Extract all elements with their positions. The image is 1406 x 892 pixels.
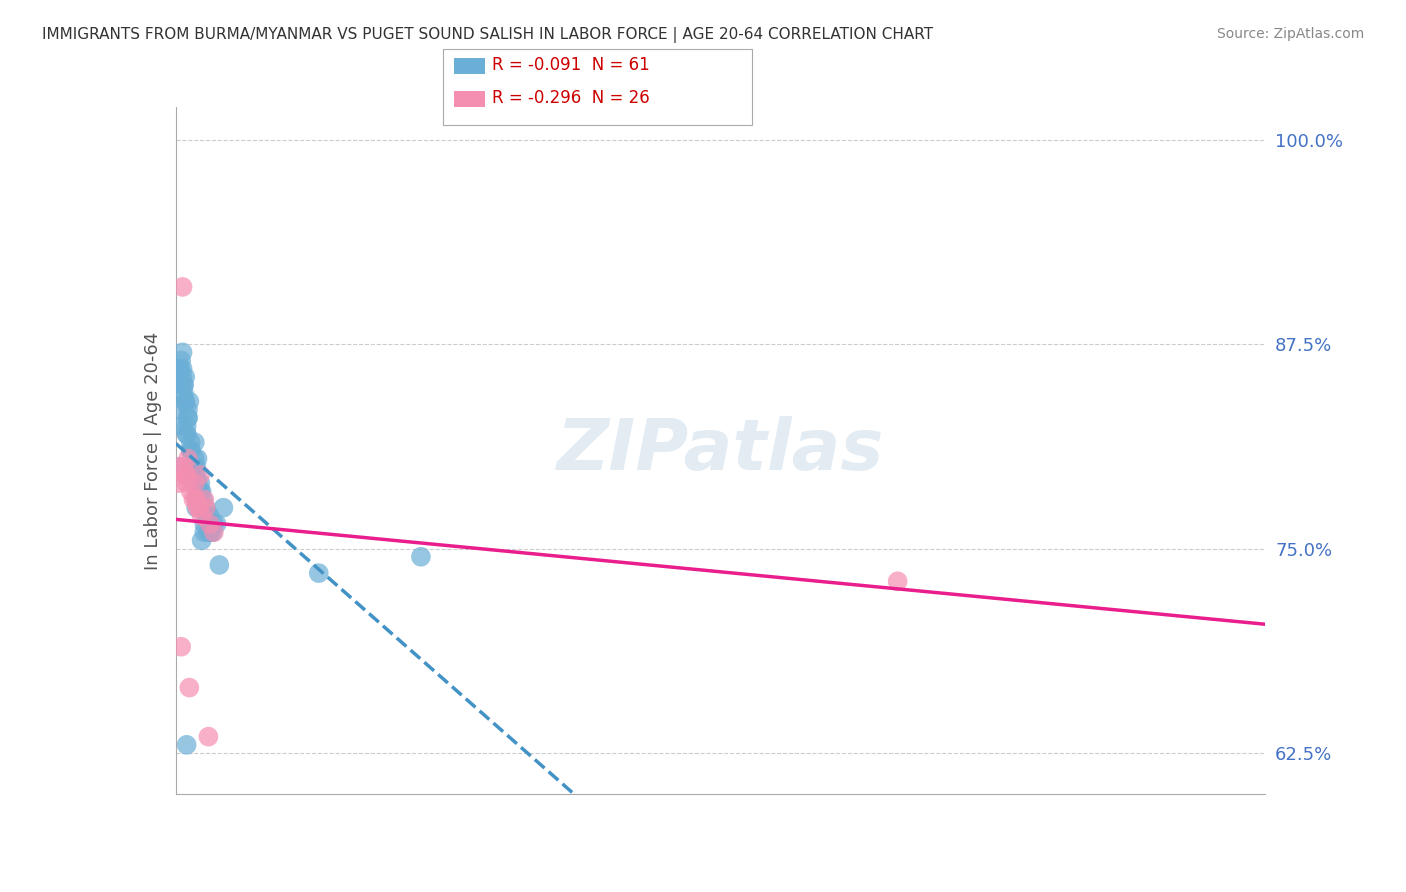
Point — [186, 500, 209, 515]
Point — [181, 459, 204, 474]
Point — [190, 533, 212, 548]
Point — [183, 459, 205, 474]
Point — [174, 394, 197, 409]
Point — [172, 280, 194, 294]
Point — [177, 451, 200, 466]
Point — [205, 516, 228, 531]
Point — [173, 459, 195, 474]
Point — [169, 459, 191, 474]
Point — [170, 378, 193, 392]
Point — [176, 738, 198, 752]
Y-axis label: In Labor Force | Age 20-64: In Labor Force | Age 20-64 — [143, 331, 162, 570]
Text: R = -0.091  N = 61: R = -0.091 N = 61 — [492, 56, 650, 74]
Point — [186, 451, 209, 466]
Point — [187, 492, 209, 507]
Point — [176, 467, 198, 482]
Point — [193, 525, 215, 540]
Point — [193, 516, 215, 531]
Point — [177, 402, 200, 417]
Point — [197, 525, 219, 540]
Point — [183, 492, 205, 507]
Point — [181, 467, 204, 482]
Point — [179, 681, 201, 695]
Point — [190, 484, 212, 499]
Point — [186, 492, 208, 507]
Point — [181, 820, 204, 834]
Point — [170, 640, 193, 654]
Point — [169, 459, 191, 474]
Point — [176, 476, 198, 491]
Point — [180, 435, 202, 450]
Point — [173, 386, 195, 401]
Point — [202, 525, 225, 540]
Point — [190, 508, 212, 523]
Point — [193, 492, 215, 507]
Point — [177, 410, 200, 425]
Point — [186, 467, 208, 482]
Point — [176, 419, 198, 434]
Text: IMMIGRANTS FROM BURMA/MYANMAR VS PUGET SOUND SALISH IN LABOR FORCE | AGE 20-64 C: IMMIGRANTS FROM BURMA/MYANMAR VS PUGET S… — [42, 27, 934, 43]
Point — [188, 476, 211, 491]
Point — [169, 361, 191, 376]
Point — [177, 410, 200, 425]
Point — [180, 443, 202, 458]
Point — [186, 459, 208, 474]
Point — [186, 500, 208, 515]
Point — [198, 508, 221, 523]
Point — [187, 500, 209, 515]
Point — [188, 467, 211, 482]
Point — [191, 492, 214, 507]
Point — [172, 361, 194, 376]
Point — [194, 500, 217, 515]
Point — [176, 427, 198, 442]
Text: Source: ZipAtlas.com: Source: ZipAtlas.com — [1216, 27, 1364, 41]
Point — [188, 484, 211, 499]
Text: ZIPatlas: ZIPatlas — [557, 416, 884, 485]
Point — [167, 476, 190, 491]
Point — [187, 484, 209, 499]
Point — [200, 525, 222, 540]
Point — [184, 476, 207, 491]
Point — [195, 508, 218, 523]
Point — [202, 516, 225, 531]
Point — [201, 525, 224, 540]
Point — [184, 435, 207, 450]
Point — [169, 361, 191, 376]
Point — [308, 566, 330, 581]
Point — [173, 378, 195, 392]
Point — [180, 484, 202, 499]
Point — [198, 516, 221, 531]
Point — [174, 370, 197, 384]
Point — [186, 476, 209, 491]
Point — [181, 467, 204, 482]
Point — [186, 492, 209, 507]
Point — [208, 558, 231, 572]
Point — [212, 500, 235, 515]
Point — [172, 370, 194, 384]
Point — [409, 549, 432, 564]
Point — [170, 353, 193, 368]
Point — [170, 419, 193, 434]
Point — [174, 394, 197, 409]
Text: R = -0.296  N = 26: R = -0.296 N = 26 — [492, 89, 650, 107]
Point — [184, 451, 207, 466]
Point — [197, 730, 219, 744]
Point — [183, 476, 205, 491]
Point — [176, 427, 198, 442]
Point — [174, 467, 197, 482]
Point — [186, 492, 208, 507]
Point — [194, 500, 217, 515]
Point — [886, 574, 908, 589]
Point — [179, 394, 201, 409]
Point — [167, 402, 190, 417]
Point — [172, 345, 194, 359]
Point — [180, 443, 202, 458]
Point — [173, 378, 195, 392]
